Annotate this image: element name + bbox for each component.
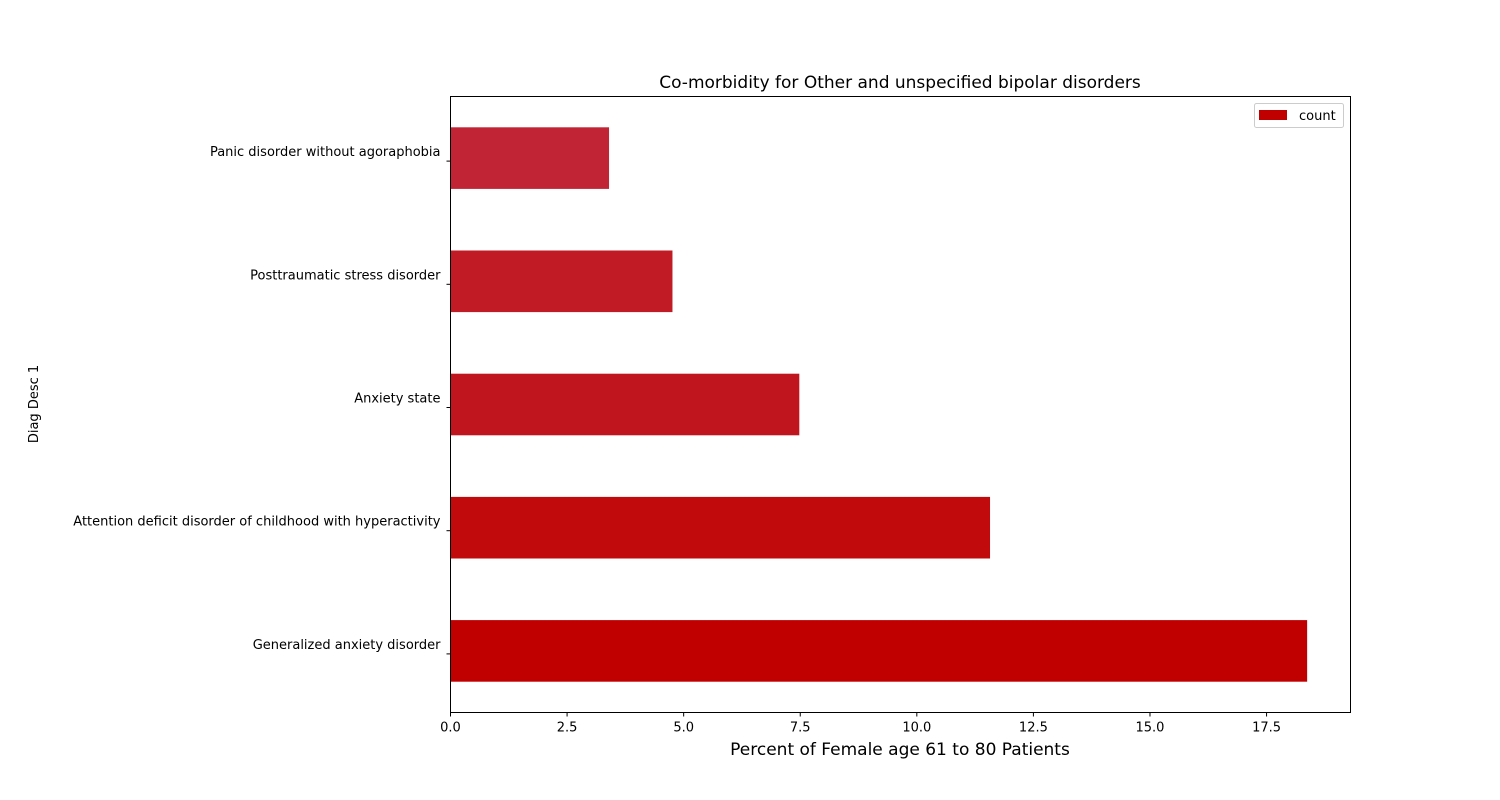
legend-label: count xyxy=(1299,109,1336,124)
x-tick-label: 2.5 xyxy=(557,721,578,736)
legend: count xyxy=(1254,103,1344,128)
x-tick-label: 0.0 xyxy=(440,721,461,736)
category-label: Posttraumatic stress disorder xyxy=(250,268,441,283)
y-axis-label: Diag Desc 1 xyxy=(27,365,42,443)
legend-swatch xyxy=(1259,110,1287,120)
category-label: Generalized anxiety disorder xyxy=(253,638,441,653)
x-tick-label: 10.0 xyxy=(902,721,931,736)
x-tick-label: 12.5 xyxy=(1019,721,1048,736)
legend-box xyxy=(1254,103,1344,128)
bar xyxy=(450,620,1308,682)
bar xyxy=(450,496,991,559)
category-label: Attention deficit disorder of childhood … xyxy=(73,515,441,530)
x-tick-label: 7.5 xyxy=(790,721,811,736)
chart-title: Co-morbidity for Other and unspecified b… xyxy=(659,73,1141,93)
x-axis-label: Percent of Female age 61 to 80 Patients xyxy=(730,740,1070,760)
bar xyxy=(450,250,673,313)
x-tick-label: 15.0 xyxy=(1136,721,1165,736)
y-axis-ticks: Generalized anxiety disorder Attention de… xyxy=(73,145,451,655)
bars xyxy=(450,127,1308,682)
plot-frame xyxy=(450,96,1351,713)
category-label: Anxiety state xyxy=(354,392,440,407)
x-tick-label: 17.5 xyxy=(1252,721,1281,736)
bar xyxy=(450,373,800,436)
bar xyxy=(450,127,610,189)
x-tick-label: 5.0 xyxy=(673,721,694,736)
category-label: Panic disorder without agoraphobia xyxy=(210,145,441,160)
x-axis-ticks: 0.0 2.5 5.0 7.5 10.0 12.5 15.0 17.5 xyxy=(440,712,1281,736)
